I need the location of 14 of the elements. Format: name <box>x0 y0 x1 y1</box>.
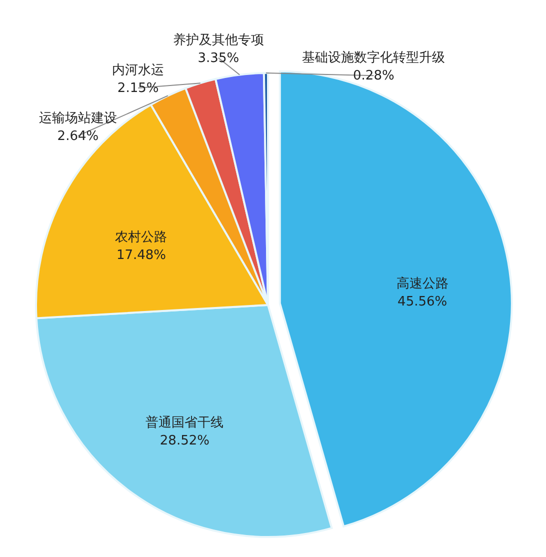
data-label: 17.48% <box>116 248 166 264</box>
data-label: 2.64% <box>57 128 99 144</box>
slice-label: 基础设施数字化转型升级 <box>302 50 446 66</box>
slice-label: 普通国省干线 <box>146 414 224 430</box>
data-label: 3.35% <box>198 50 240 66</box>
slice-label: 运输场站建设 <box>38 110 117 126</box>
slice-label: 农村公路 <box>115 230 168 246</box>
data-label: 2.15% <box>117 80 159 96</box>
data-label: 28.52% <box>160 433 210 448</box>
slice-label: 高速公路 <box>396 275 448 292</box>
data-label: 45.56% <box>398 294 448 310</box>
data-label: 0.28% <box>353 68 394 84</box>
slice-label: 内河水运 <box>112 62 164 78</box>
slice-label: 养护及其他专项 <box>172 32 264 48</box>
